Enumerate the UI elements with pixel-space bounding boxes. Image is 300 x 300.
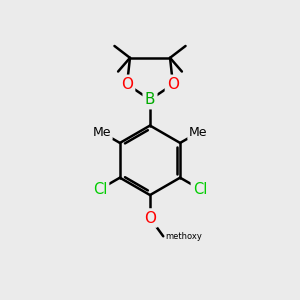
- Text: B: B: [145, 92, 155, 107]
- Text: Cl: Cl: [193, 182, 207, 197]
- Text: O: O: [144, 211, 156, 226]
- Text: O: O: [121, 77, 133, 92]
- Text: Me: Me: [92, 126, 111, 139]
- Text: O: O: [167, 77, 179, 92]
- Text: methoxy: methoxy: [166, 232, 203, 241]
- Text: Cl: Cl: [93, 182, 107, 197]
- Text: Me: Me: [189, 126, 208, 139]
